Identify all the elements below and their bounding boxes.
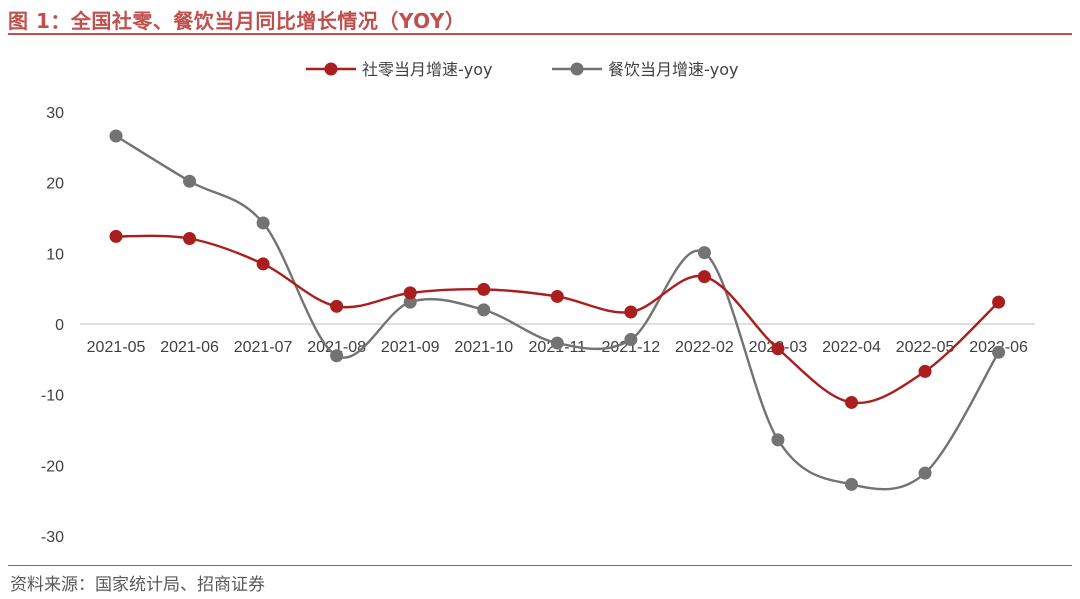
data-point [845,395,858,409]
x-tick-label: 2021-08 [307,339,366,356]
data-point [109,129,123,143]
data-point [918,466,932,480]
source-note: 资料来源：国家统计局、招商证券 [10,575,265,595]
x-tick-label: 2021-10 [454,339,513,356]
data-point [330,299,344,313]
data-point [624,333,638,347]
y-tick-label: 20 [46,176,64,193]
data-point [256,216,270,230]
legend-swatch-marker [324,62,338,76]
data-point [477,282,491,296]
line-chart: 30 20 10 0 -10 -20 -30 2021-05 2021-06 2021-07 202… [41,60,1035,546]
data-point [550,289,564,303]
legend-item: 社零当月增速-yoy [306,60,493,79]
series-2 [109,129,1006,491]
legend-label: 餐饮当月增速-yoy [608,60,739,79]
data-point [992,295,1006,309]
series-line [115,135,1000,491]
axis-layer: 30 20 10 0 -10 -20 -30 2021-05 2021-06 2021-07 202… [41,105,1035,546]
y-tick-label: -10 [41,388,64,405]
data-point [403,295,417,309]
data-point [845,477,858,491]
legend: 社零当月增速-yoy 餐饮当月增速-yoy [306,60,739,79]
x-tick-label: 2021-07 [234,339,293,356]
x-tick-label: 2022-02 [675,339,734,356]
data-point [771,433,785,447]
figure-title: 图 1：全国社零、餐饮当月同比增长情况（YOY） [8,9,466,33]
data-point [477,303,491,317]
x-tick-label: 2022-04 [822,339,881,356]
data-point [918,364,932,378]
data-point [256,257,270,271]
y-tick-label: 0 [55,317,64,334]
legend-swatch-marker [570,62,584,76]
data-point [183,174,197,188]
data-point [992,345,1006,359]
x-tick-label: 2022-05 [896,339,955,356]
data-point [109,229,123,243]
series-layer [109,129,1006,491]
legend-label: 社零当月增速-yoy [362,60,493,79]
data-point [550,336,564,350]
data-point [697,246,711,260]
series-line [115,234,1000,405]
x-tick-label: 2021-06 [160,339,219,356]
data-point [330,349,344,363]
x-tick-label: 2021-09 [381,339,440,356]
data-point [771,342,785,356]
data-point [697,270,711,284]
y-tick-label: 30 [46,105,64,122]
data-point [624,305,638,319]
y-tick-label: 10 [46,246,64,263]
y-tick-label: -30 [41,529,64,546]
footer-divider [8,565,1072,566]
y-tick-label: -20 [41,458,64,475]
data-point [183,231,197,245]
figure-header: 图 1：全国社零、餐饮当月同比增长情况（YOY） [0,0,1080,36]
x-tick-label: 2021-12 [601,339,660,356]
series-1 [109,229,1006,409]
legend-item: 餐饮当月增速-yoy [552,60,739,79]
x-tick-label: 2021-05 [87,339,146,356]
data-point [403,286,417,300]
title-divider [8,33,1072,35]
